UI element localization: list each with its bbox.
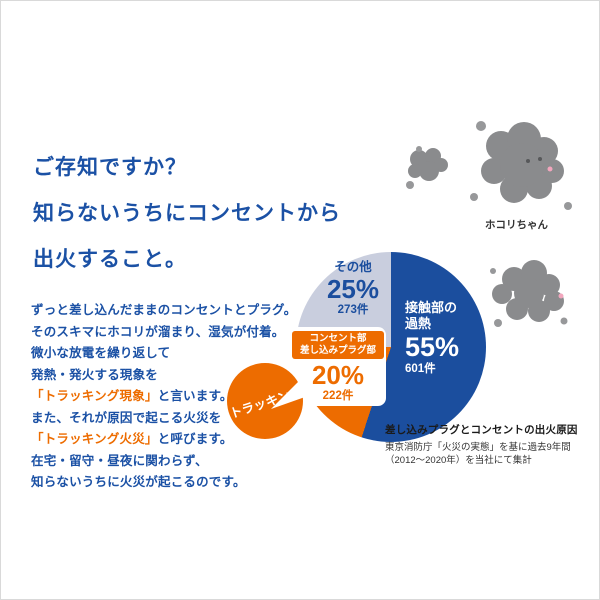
callout-tail: [271, 379, 305, 409]
intro-line-rest: と呼びます。: [157, 432, 233, 446]
intro-line: そのスキマにホコリが溜まり、湿気が付着。: [31, 324, 285, 339]
chart-source: 東京消防庁「火災の実態」を基に過去9年間 （2012〜2020年）を当社にて集計: [385, 441, 578, 467]
pie-label-plug: コンセント部 差し込みプラグ部 20% 222件: [290, 327, 386, 406]
slice-main-name-line-2: 過熱: [405, 316, 432, 331]
headline-line-2: 知らないうちにコンセントから: [33, 202, 341, 225]
plug-label-badge: コンセント部 差し込みプラグ部: [292, 331, 384, 359]
plug-name-line-2: 差し込みプラグ部: [299, 345, 376, 356]
plug-name-line-1: コンセント部: [309, 333, 367, 344]
slice-main-count: 601件: [405, 363, 436, 375]
intro-line: また、それが原因で起こる火災を: [31, 410, 222, 425]
slice-other-count: 273件: [337, 304, 369, 316]
pie-label-other: その他 25% 273件: [311, 260, 395, 317]
intro-line: 知らないうちに火災が起こるのです。: [31, 475, 246, 489]
intro-line: ずっと差し込んだままのコンセントとプラグ。: [31, 303, 297, 317]
dust-cloud-bottom-icon: [490, 260, 568, 327]
intro-text: ずっと差し込んだままのコンセントとプラグ。 そのスキマにホコリが溜まり、湿気が付…: [31, 300, 296, 494]
slice-main-percent: 55%: [405, 332, 460, 362]
tracking-fire-highlight: 「トラッキング火災」: [31, 432, 158, 446]
pie-label-contact-overheat: 接触部の 過熱 55% 601件: [405, 300, 459, 376]
dust-clouds-illustration: [406, 121, 572, 327]
intro-line-rest: と言います。: [157, 389, 233, 403]
headline: ご存知ですか？ 知らないうちにコンセントから 出火すること。: [33, 145, 341, 283]
intro-line: 在宅・留守・昼夜に関わらず、: [31, 453, 208, 468]
headline-line-3: 出火すること。: [33, 248, 187, 271]
intro-line: 「トラッキング現象」と言います。: [31, 386, 296, 408]
slice-other-name: その他: [334, 260, 372, 274]
chart-caption: 差し込みプラグとコンセントの出火原因 東京消防庁「火災の実態」を基に過去9年間 …: [385, 422, 578, 467]
chart-source-line-2: （2012〜2020年）を当社にて集計: [385, 455, 532, 466]
intro-line: 発熱・発火する現象を: [31, 367, 159, 382]
mascot-name: ホコリちゃん: [485, 219, 548, 231]
tracking-phenomenon-highlight: 「トラッキング現象」: [31, 389, 158, 403]
dust-cloud-small-icon: [406, 146, 448, 189]
intro-line: 微小な放電を繰り返して: [31, 346, 171, 360]
intro-line: 「トラッキング火災」と呼びます。: [31, 429, 296, 451]
slice-main-name-line-1: 接触部の: [405, 300, 458, 315]
slice-other-percent: 25%: [326, 274, 380, 304]
slice-plug-count: 222件: [322, 390, 354, 402]
chart-source-line-1: 東京消防庁「火災の実態」を基に過去9年間: [385, 442, 571, 453]
slice-plug-percent: 20%: [311, 360, 365, 390]
dust-cloud-mascot-icon: [470, 121, 572, 210]
chart-title: 差し込みプラグとコンセントの出火原因: [385, 424, 578, 436]
headline-line-1: ご存知ですか？: [33, 156, 187, 179]
